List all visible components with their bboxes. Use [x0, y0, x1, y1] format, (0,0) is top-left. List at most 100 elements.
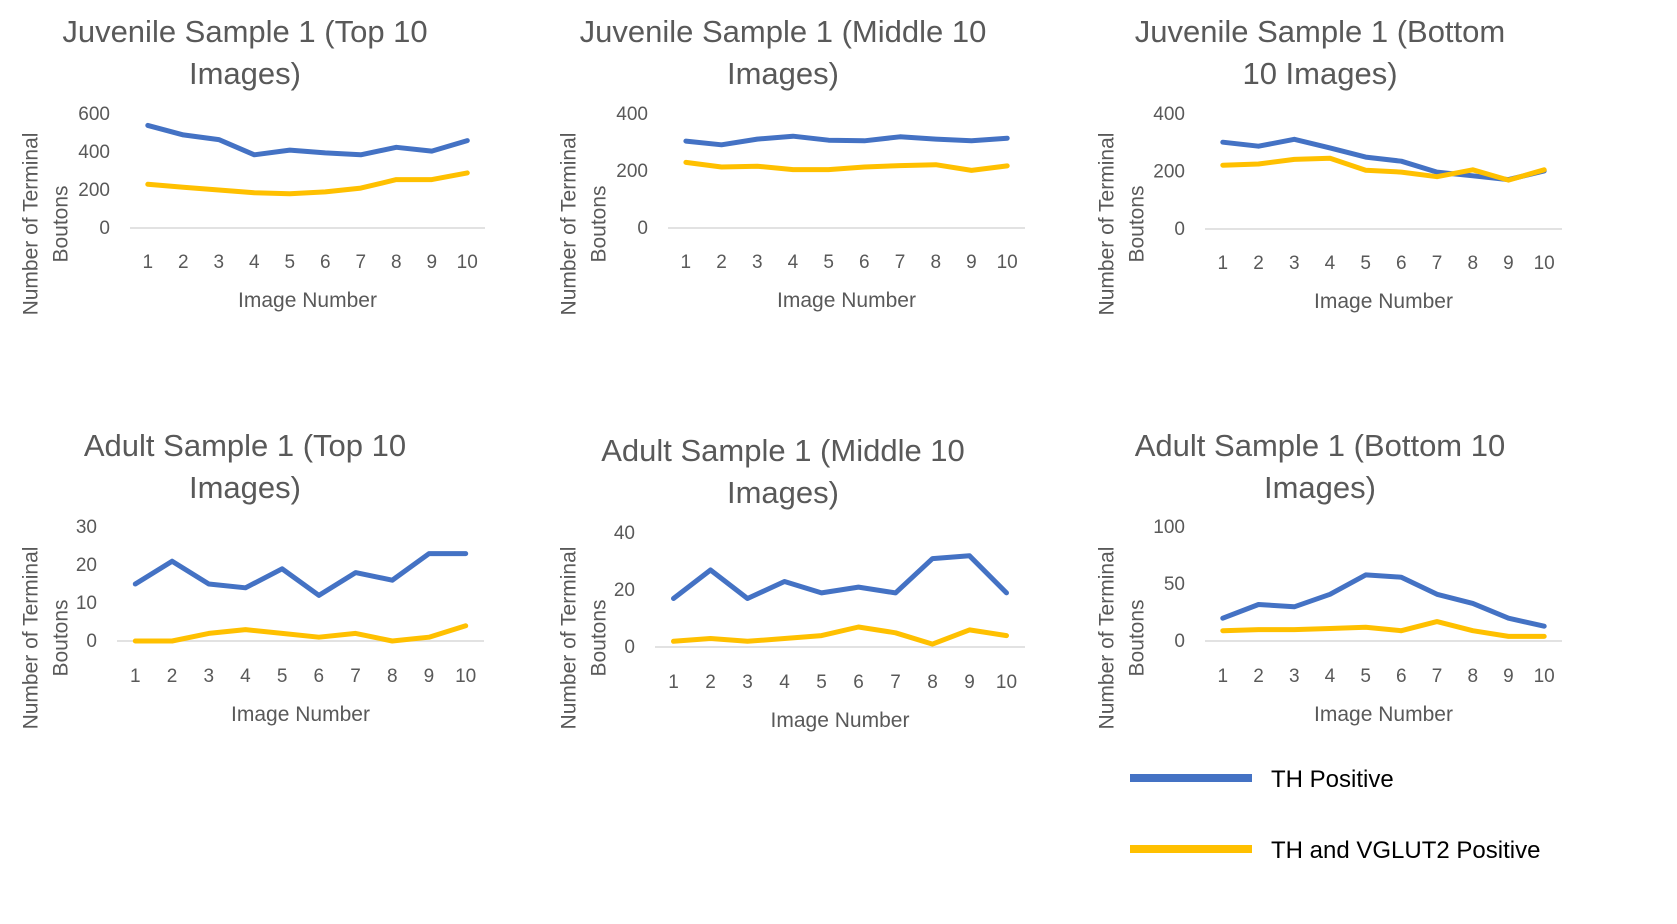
chart-panel-3: Juvenile Sample 1 (Bottom 10 Images) Numbe…	[1096, 14, 1562, 315]
y-tick-label: 200	[616, 161, 648, 182]
x-tick-label: 2	[705, 672, 716, 693]
x-tick-label: 3	[1289, 666, 1300, 687]
y-axis-label-line: Boutons	[588, 185, 611, 262]
y-tick-label: 200	[1153, 162, 1185, 183]
x-tick-label: 4	[779, 672, 790, 693]
chart-panel-4: Adult Sample 1 (Top 10 Images) Number of T…	[20, 428, 484, 729]
x-tick-label: 7	[1432, 666, 1443, 687]
x-tick-label: 5	[284, 252, 295, 273]
x-tick-label: 9	[426, 252, 437, 273]
series-line-th-positive	[671, 553, 1009, 601]
y-axis-label-line: Boutons	[1126, 599, 1149, 676]
chart-panel-6: Adult Sample 1 (Bottom 10 Images) Number o…	[1096, 428, 1562, 729]
x-tick-label: 9	[424, 666, 435, 687]
x-tick-label: 6	[853, 672, 864, 693]
y-tick-label: 400	[616, 104, 648, 125]
series-line-th-positive	[1220, 136, 1547, 183]
chart-title-line: Images)	[189, 470, 301, 505]
legend-label: TH Positive	[1271, 766, 1394, 793]
y-axis-label-line: Number of Terminal	[1096, 133, 1119, 316]
x-tick-label: 7	[355, 252, 366, 273]
y-tick-label: 400	[78, 142, 110, 163]
x-tick-label: 7	[1432, 253, 1443, 274]
x-axis-label: Image Number	[777, 289, 916, 312]
chart-title-line: Juvenile Sample 1 (Top 10	[62, 14, 427, 49]
series-line-th-vglut2-positive	[671, 624, 1009, 647]
x-tick-label: 2	[178, 252, 189, 273]
y-tick-label: 0	[624, 637, 635, 658]
chart-title-line: Adult Sample 1 (Middle 10	[601, 433, 965, 468]
x-tick-label: 5	[823, 252, 834, 273]
x-tick-label: 1	[1218, 666, 1229, 687]
x-tick-label: 4	[1325, 253, 1336, 274]
chart-title-line: Images)	[1264, 470, 1376, 505]
x-axis-label: Image Number	[771, 709, 910, 732]
y-axis-label-line: Number of Terminal	[20, 133, 43, 316]
x-tick-label: 9	[1503, 666, 1514, 687]
x-tick-label: 8	[387, 666, 398, 687]
x-tick-label: 1	[668, 672, 679, 693]
y-tick-label: 400	[1153, 104, 1185, 125]
series-line-th-positive	[145, 122, 470, 158]
y-axis-label-line: Boutons	[588, 599, 611, 676]
chart-panel-1: Juvenile Sample 1 (Top 10 Images) Number o…	[20, 14, 485, 315]
x-tick-label: 7	[890, 672, 901, 693]
x-tick-label: 8	[1467, 253, 1478, 274]
x-axis-label: Image Number	[238, 289, 377, 312]
x-tick-label: 10	[457, 252, 478, 273]
series-line-th-positive	[1220, 572, 1547, 629]
x-axis-label: Image Number	[231, 703, 370, 726]
y-axis-label-line: Number of Terminal	[558, 547, 581, 730]
x-tick-label: 2	[167, 666, 178, 687]
y-tick-label: 0	[86, 631, 97, 652]
x-tick-label: 4	[240, 666, 251, 687]
chart-title-line: Images)	[727, 56, 839, 91]
x-tick-label: 3	[213, 252, 224, 273]
y-axis-label-line: Number of Terminal	[20, 547, 43, 730]
x-tick-label: 6	[1396, 253, 1407, 274]
y-tick-label: 50	[1164, 574, 1185, 595]
x-tick-label: 8	[1467, 666, 1478, 687]
y-tick-label: 0	[1174, 631, 1185, 652]
x-tick-label: 6	[320, 252, 331, 273]
x-tick-label: 10	[1534, 253, 1555, 274]
x-tick-label: 10	[455, 666, 476, 687]
y-tick-label: 0	[637, 218, 648, 239]
y-tick-label: 100	[1153, 517, 1185, 538]
x-tick-label: 9	[1503, 253, 1514, 274]
x-tick-label: 10	[996, 672, 1017, 693]
x-tick-label: 4	[1325, 666, 1336, 687]
x-axis-label: Image Number	[1314, 290, 1453, 313]
series-line-th-vglut2-positive	[683, 159, 1010, 173]
series-line-th-positive	[132, 551, 469, 598]
x-tick-label: 10	[997, 252, 1018, 273]
x-tick-label: 4	[249, 252, 260, 273]
series-line-th-vglut2-positive	[1220, 619, 1547, 639]
x-tick-label: 6	[1396, 666, 1407, 687]
y-tick-label: 600	[78, 104, 110, 125]
y-tick-label: 0	[1174, 219, 1185, 240]
legend: TH Positive TH and VGLUT2 Positive	[1130, 766, 1540, 864]
x-tick-label: 2	[716, 252, 727, 273]
x-tick-label: 1	[130, 666, 141, 687]
x-tick-label: 6	[314, 666, 325, 687]
legend-label: TH and VGLUT2 Positive	[1271, 837, 1540, 864]
x-tick-label: 3	[742, 672, 753, 693]
chart-title-line: Juvenile Sample 1 (Middle 10	[580, 14, 987, 49]
x-tick-label: 9	[964, 672, 975, 693]
chart-title-line: Adult Sample 1 (Bottom 10	[1135, 428, 1505, 463]
x-axis-label: Image Number	[1314, 703, 1453, 726]
chart-title-line: 10 Images)	[1242, 56, 1397, 91]
y-tick-label: 30	[76, 517, 97, 538]
y-tick-label: 20	[614, 580, 635, 601]
x-tick-label: 7	[350, 666, 361, 687]
y-tick-label: 10	[76, 593, 97, 614]
chart-title-line: Adult Sample 1 (Top 10	[84, 428, 406, 463]
x-tick-label: 5	[1360, 666, 1371, 687]
y-axis-label-line: Boutons	[50, 185, 73, 262]
y-axis-label-line: Boutons	[1126, 185, 1149, 262]
series-line-th-positive	[683, 133, 1010, 148]
x-tick-label: 8	[391, 252, 402, 273]
x-tick-label: 8	[927, 672, 938, 693]
